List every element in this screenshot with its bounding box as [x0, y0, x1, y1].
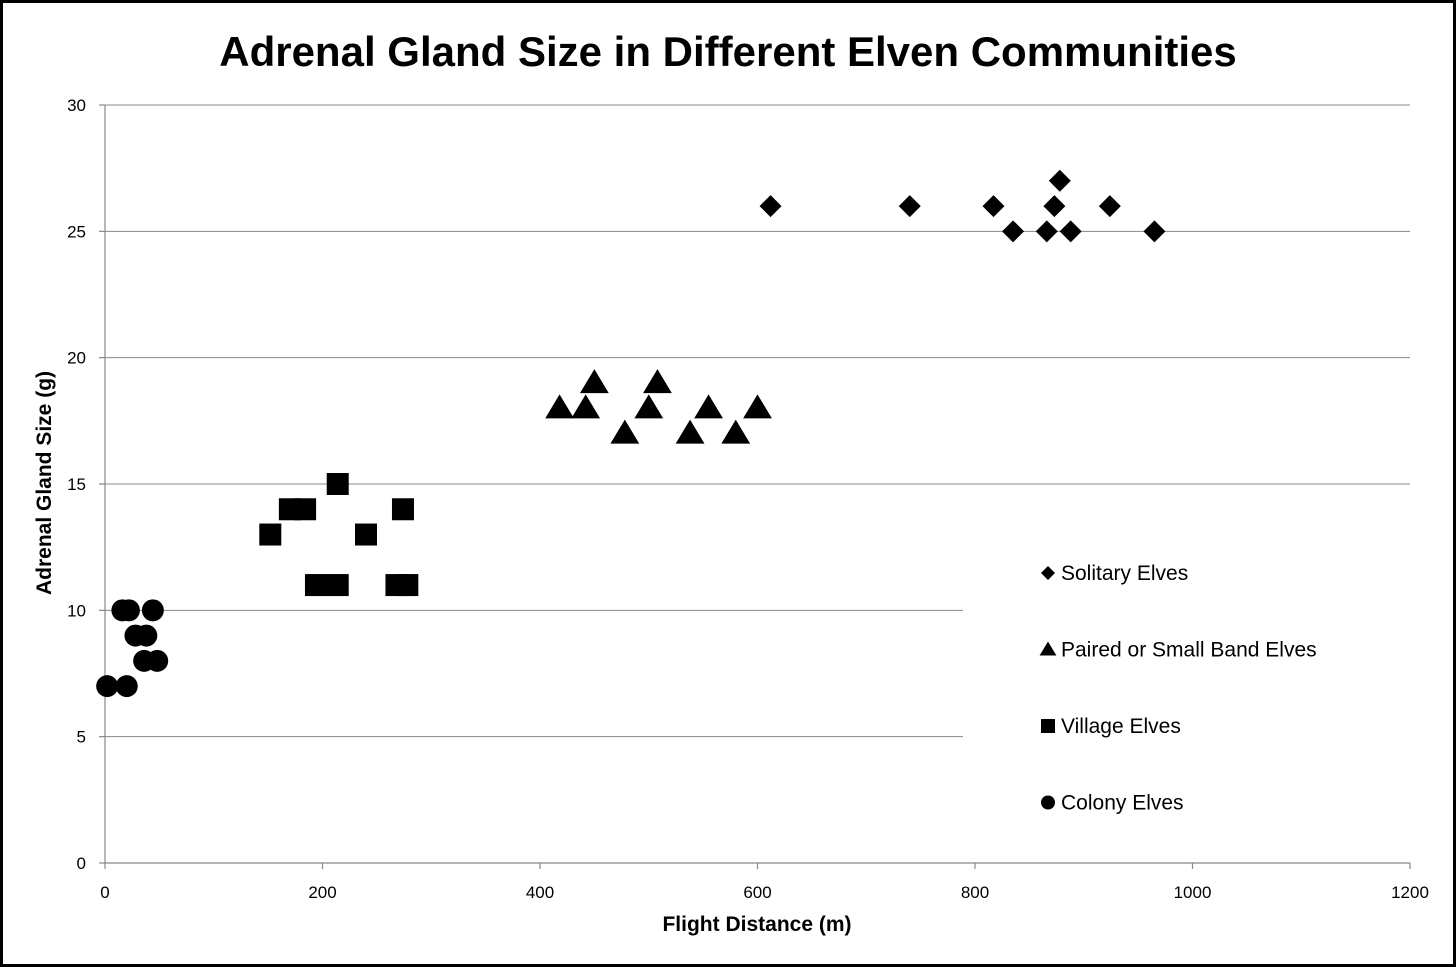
data-point-triangle	[571, 394, 601, 419]
data-point-triangle	[634, 394, 664, 419]
data-point-diamond	[759, 195, 782, 218]
legend: Solitary Elves Paired or Small Band Elves…	[1039, 562, 1317, 815]
data-point-diamond	[898, 195, 921, 218]
data-point-diamond	[1059, 220, 1082, 243]
legend-marker-square	[1041, 719, 1055, 733]
axes	[99, 104, 1411, 869]
chart-title: Adrenal Gland Size in Different Elven Co…	[219, 28, 1237, 75]
y-tick-label: 25	[67, 222, 86, 241]
data-point-diamond	[982, 195, 1005, 218]
data-point-square	[294, 498, 317, 521]
data-point-circle	[117, 599, 140, 622]
data-point-square	[304, 574, 327, 597]
legend-marker-diamond	[1041, 566, 1055, 580]
data-point-square	[259, 523, 282, 546]
legend-label: Colony Elves	[1061, 792, 1184, 815]
legend-label: Village Elves	[1061, 715, 1181, 738]
data-point-circle	[96, 675, 119, 698]
y-tick-label: 10	[67, 601, 86, 620]
legend-label: Paired or Small Band Elves	[1061, 639, 1317, 662]
legend-marker-circle	[1041, 795, 1055, 810]
data-points	[96, 169, 1166, 698]
y-tick-label: 30	[67, 96, 86, 115]
data-point-triangle	[743, 394, 772, 419]
data-point-triangle	[643, 369, 672, 394]
x-tick-label: 1000	[1174, 883, 1212, 902]
data-point-triangle	[610, 419, 640, 444]
data-point-triangle	[694, 394, 723, 419]
x-axis-title: Flight Distance (m)	[662, 913, 851, 936]
data-point-square	[326, 574, 349, 597]
data-point-triangle	[675, 419, 705, 444]
x-tick-label: 1200	[1391, 883, 1429, 902]
x-tick-label: 0	[100, 883, 109, 902]
y-tick-labels: 0 5 10 15 20 25 30	[67, 96, 86, 873]
data-point-diamond	[1098, 195, 1121, 218]
data-point-square	[391, 498, 414, 521]
gridlines	[105, 104, 1410, 738]
data-point-circle	[146, 649, 169, 672]
y-tick-label: 15	[67, 475, 86, 494]
data-point-triangle	[579, 369, 609, 394]
y-tick-label: 0	[77, 854, 86, 873]
x-tick-label: 200	[308, 883, 336, 902]
x-tick-label: 400	[526, 883, 554, 902]
data-point-diamond	[1048, 169, 1071, 192]
data-point-diamond	[1035, 220, 1058, 243]
data-point-square	[326, 473, 349, 495]
x-tick-label: 800	[961, 883, 989, 902]
x-tick-labels: 0 200 400 600 800 1000 1200	[100, 883, 1429, 902]
data-point-circle	[141, 599, 164, 622]
data-point-square	[355, 523, 377, 546]
data-point-diamond	[1143, 220, 1166, 243]
data-point-diamond	[1043, 195, 1066, 218]
data-point-square	[396, 574, 419, 597]
legend-marker-triangle	[1039, 641, 1057, 656]
data-point-circle	[135, 624, 158, 647]
y-tick-label: 20	[67, 349, 86, 368]
legend-label: Solitary Elves	[1061, 562, 1188, 585]
data-point-triangle	[721, 419, 751, 444]
y-axis-title: Adrenal Gland Size (g)	[33, 371, 56, 595]
data-point-triangle	[545, 394, 574, 419]
x-tick-label: 600	[743, 883, 771, 902]
data-point-diamond	[1002, 220, 1025, 243]
data-point-circle	[115, 675, 138, 698]
y-tick-label: 5	[77, 728, 86, 747]
